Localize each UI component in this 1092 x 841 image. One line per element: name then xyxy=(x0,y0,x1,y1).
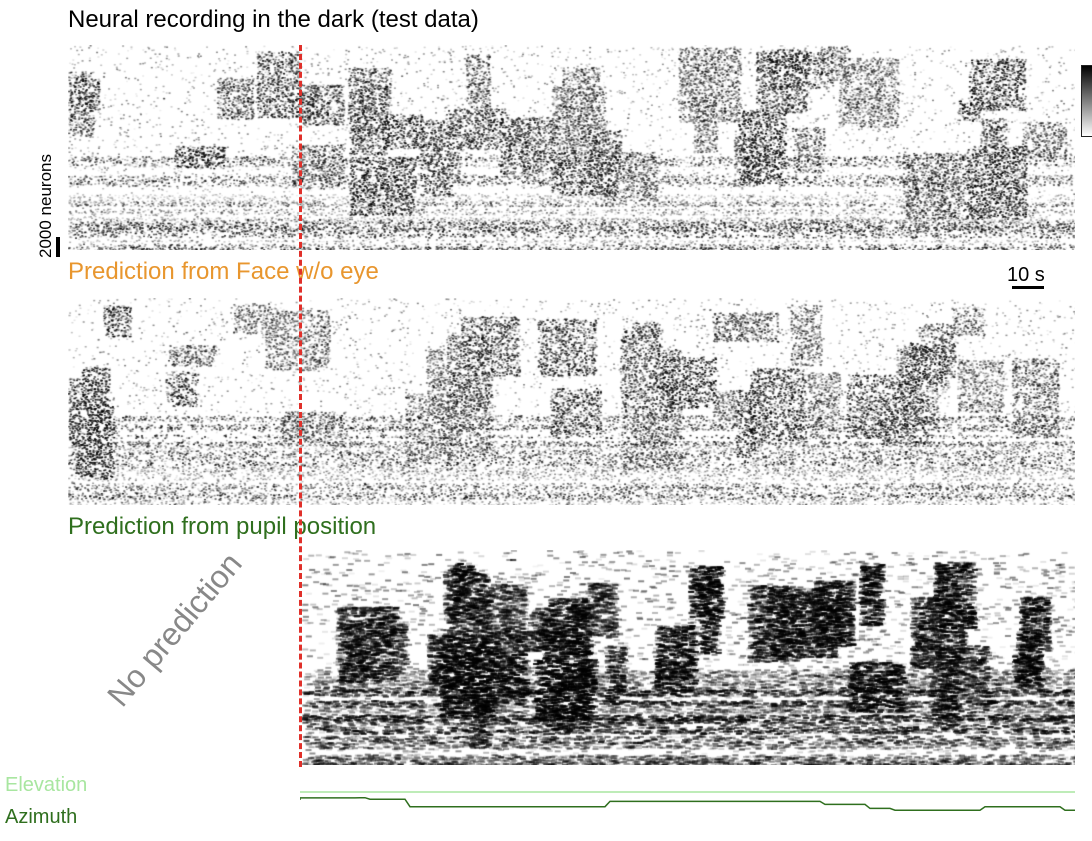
azimuth-legend: Azimuth xyxy=(5,806,78,828)
pupil-traces xyxy=(300,791,1075,811)
neurons-scale-bar xyxy=(56,237,60,257)
time-scale-bar xyxy=(1012,286,1044,289)
recording-raster xyxy=(68,45,1075,250)
face-title: Prediction from Face w/o eye xyxy=(68,258,379,285)
pupil-prediction-raster xyxy=(302,550,1075,765)
recording-title: Neural recording in the dark (test data) xyxy=(68,6,479,33)
colorbar xyxy=(1081,65,1092,137)
pupil-title: Prediction from pupil position xyxy=(68,513,377,540)
elevation-legend: Elevation xyxy=(5,774,88,796)
azimuth-trace xyxy=(300,796,1075,811)
no-prediction-label: No prediction xyxy=(100,545,249,714)
train-test-split-line xyxy=(299,45,302,767)
time-scale-label: 10 s xyxy=(1007,264,1045,286)
face-prediction-raster xyxy=(68,298,1075,505)
neurons-scale-label: 2000 neurons xyxy=(36,154,55,258)
